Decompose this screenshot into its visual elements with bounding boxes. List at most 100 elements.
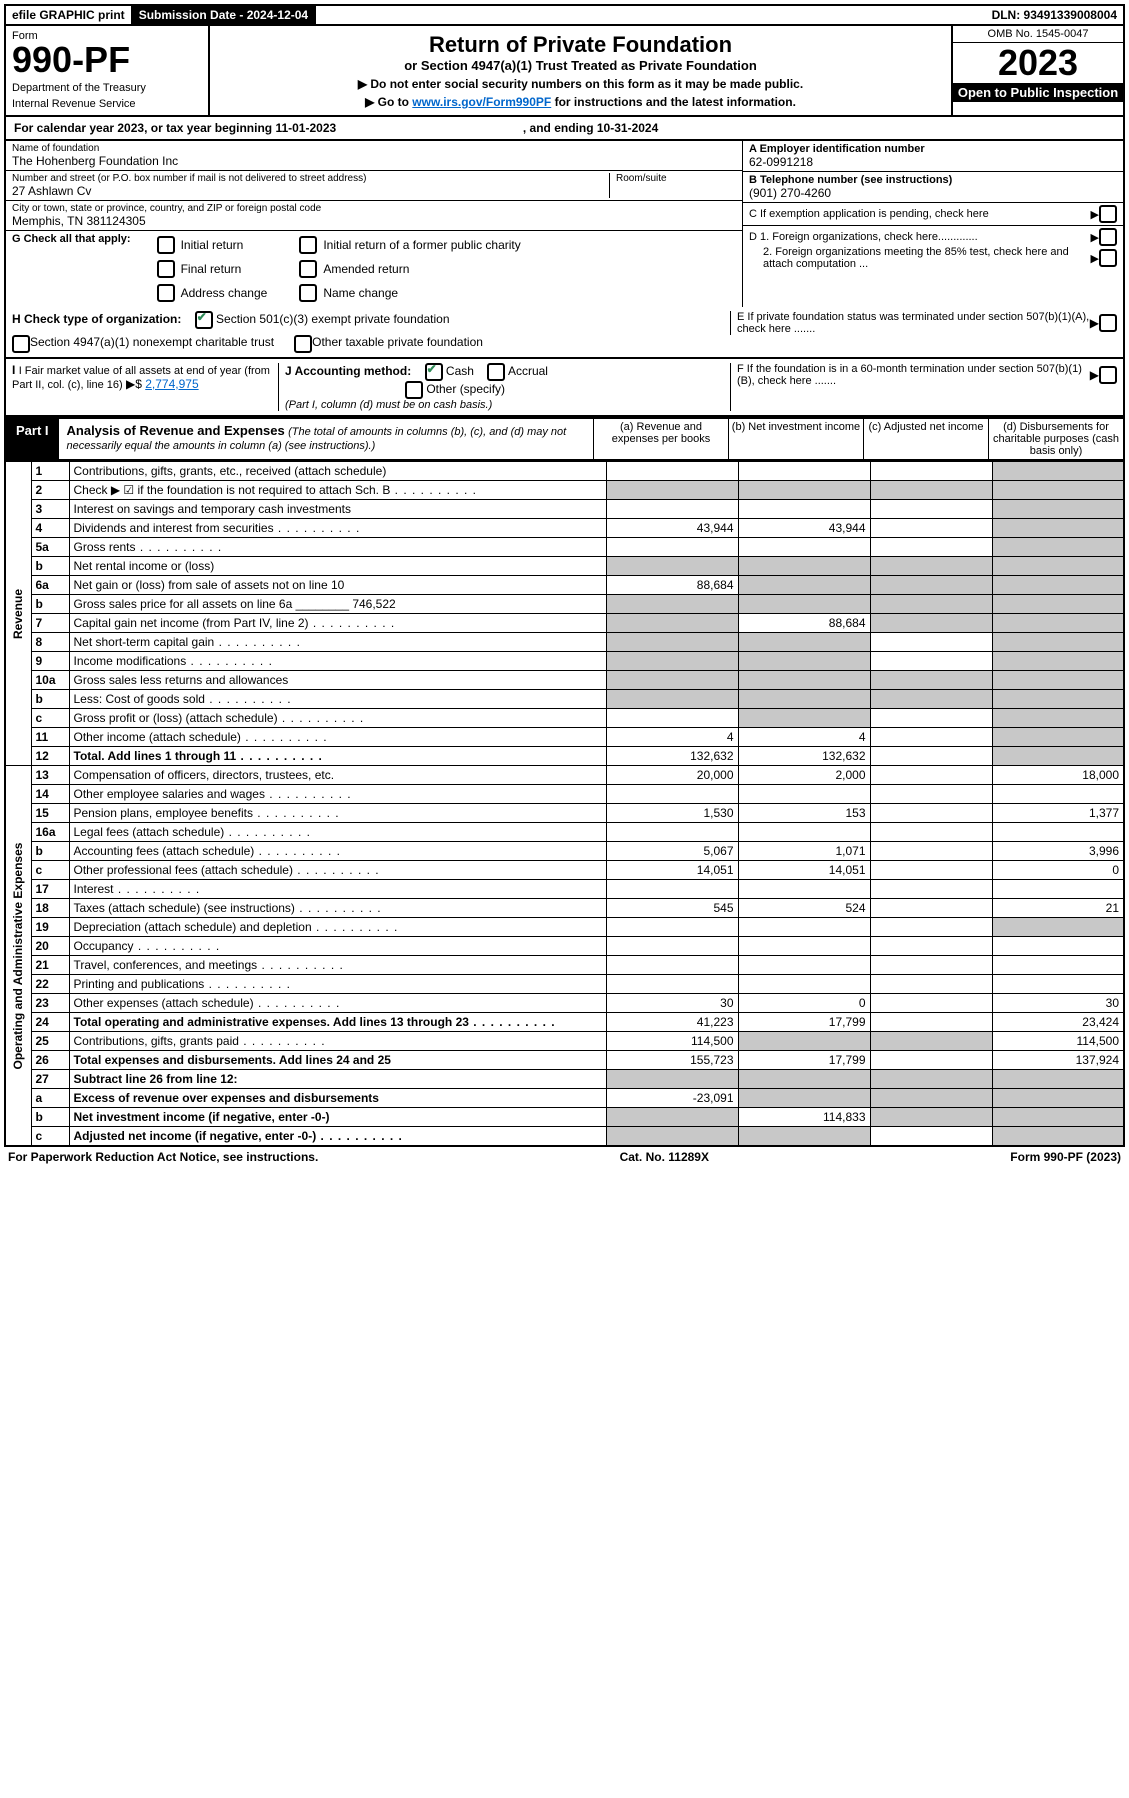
line-description: Gross sales price for all assets on line… [69, 595, 606, 614]
cell-value [870, 899, 992, 918]
line-number: 4 [31, 519, 69, 538]
i-fmv-value[interactable]: 2,774,975 [145, 377, 198, 391]
j-cash-checkbox[interactable] [425, 363, 443, 381]
table-row: bNet investment income (if negative, ent… [5, 1108, 1124, 1127]
cell-value [992, 462, 1124, 481]
f-checkbox[interactable] [1099, 366, 1117, 384]
street-address: 27 Ashlawn Cv [12, 184, 609, 198]
address-change-checkbox[interactable] [157, 284, 175, 302]
cell-value: 43,944 [606, 519, 738, 538]
cell-value: 132,632 [606, 747, 738, 766]
h-label: H Check type of organization: [12, 312, 181, 326]
line-description: Capital gain net income (from Part IV, l… [69, 614, 606, 633]
j-other-checkbox[interactable] [405, 381, 423, 399]
cell-value [870, 576, 992, 595]
line-number: 18 [31, 899, 69, 918]
line-number: 27 [31, 1070, 69, 1089]
form-number: 990-PF [12, 42, 202, 78]
line-description: Total operating and administrative expen… [69, 1013, 606, 1032]
line-number: 24 [31, 1013, 69, 1032]
cell-value [606, 481, 738, 500]
col-a-header: (a) Revenue and expenses per books [593, 419, 728, 459]
form-title: Return of Private Foundation [220, 32, 941, 58]
line-number: a [31, 1089, 69, 1108]
irs-link[interactable]: www.irs.gov/Form990PF [412, 95, 551, 109]
instr-ssn: ▶ Do not enter social security numbers o… [220, 77, 941, 91]
line-number: 3 [31, 500, 69, 519]
line-description: Gross sales less returns and allowances [69, 671, 606, 690]
cell-value [738, 823, 870, 842]
cell-value: 153 [738, 804, 870, 823]
cell-value [870, 500, 992, 519]
line-number: 11 [31, 728, 69, 747]
header-left: Form 990-PF Department of the Treasury I… [6, 26, 210, 115]
table-row: Revenue1Contributions, gifts, grants, et… [5, 462, 1124, 481]
c-exemption-checkbox[interactable] [1099, 205, 1117, 223]
amended-return-checkbox[interactable] [299, 260, 317, 278]
g-label: G Check all that apply: [12, 233, 131, 305]
cell-value: -23,091 [606, 1089, 738, 1108]
cell-value [870, 1032, 992, 1051]
line-description: Subtract line 26 from line 12: [69, 1070, 606, 1089]
cell-value: 132,632 [738, 747, 870, 766]
cell-value [870, 481, 992, 500]
initial-return-checkbox[interactable] [157, 236, 175, 254]
line-description: Income modifications [69, 652, 606, 671]
cell-value [870, 994, 992, 1013]
cell-value [992, 519, 1124, 538]
cell-value [992, 1070, 1124, 1089]
footer-center: Cat. No. 11289X [620, 1150, 709, 1164]
cell-value: 88,684 [606, 576, 738, 595]
cell-value [992, 880, 1124, 899]
line-description: Interest [69, 880, 606, 899]
col-c-header: (c) Adjusted net income [863, 419, 988, 459]
cell-value [992, 538, 1124, 557]
col-d-header: (d) Disbursements for charitable purpose… [988, 419, 1123, 459]
line-number: 20 [31, 937, 69, 956]
h-4947-checkbox[interactable] [12, 335, 30, 353]
cell-value [738, 690, 870, 709]
table-row: 8Net short-term capital gain [5, 633, 1124, 652]
cell-value [870, 747, 992, 766]
table-row: aExcess of revenue over expenses and dis… [5, 1089, 1124, 1108]
efile-label: efile GRAPHIC print [6, 6, 133, 24]
cell-value [992, 557, 1124, 576]
cell-value: 23,424 [992, 1013, 1124, 1032]
initial-public-charity-checkbox[interactable] [299, 236, 317, 254]
cell-value [606, 937, 738, 956]
cell-value [738, 1089, 870, 1108]
h-other-taxable-checkbox[interactable] [294, 335, 312, 353]
cell-value [738, 709, 870, 728]
line-description: Accounting fees (attach schedule) [69, 842, 606, 861]
line-description: Interest on savings and temporary cash i… [69, 500, 606, 519]
cell-value [606, 880, 738, 899]
cell-value: 88,684 [738, 614, 870, 633]
cell-value [606, 671, 738, 690]
cell-value [992, 614, 1124, 633]
header-center: Return of Private Foundation or Section … [210, 26, 951, 115]
e-checkbox[interactable] [1099, 314, 1117, 332]
cell-value [992, 690, 1124, 709]
cell-value [992, 1108, 1124, 1127]
table-row: 18Taxes (attach schedule) (see instructi… [5, 899, 1124, 918]
j-accrual-checkbox[interactable] [487, 363, 505, 381]
d1-checkbox[interactable] [1099, 228, 1117, 246]
addr-label: Number and street (or P.O. box number if… [12, 173, 609, 184]
line-description: Contributions, gifts, grants paid [69, 1032, 606, 1051]
d2-checkbox[interactable] [1099, 249, 1117, 267]
final-return-checkbox[interactable] [157, 260, 175, 278]
name-label: Name of foundation [12, 143, 736, 154]
cell-value [870, 557, 992, 576]
i-label: I Fair market value of all assets at end… [12, 365, 270, 391]
table-row: 16aLegal fees (attach schedule) [5, 823, 1124, 842]
cell-value [606, 823, 738, 842]
j-note: (Part I, column (d) must be on cash basi… [285, 399, 724, 411]
line-number: c [31, 709, 69, 728]
table-row: bNet rental income or (loss) [5, 557, 1124, 576]
header-right: OMB No. 1545-0047 2023 Open to Public In… [951, 26, 1123, 115]
ein-value: 62-0991218 [749, 155, 1117, 169]
h-501c3-checkbox[interactable] [195, 311, 213, 329]
cell-value [606, 500, 738, 519]
name-change-checkbox[interactable] [299, 284, 317, 302]
table-row: cGross profit or (loss) (attach schedule… [5, 709, 1124, 728]
